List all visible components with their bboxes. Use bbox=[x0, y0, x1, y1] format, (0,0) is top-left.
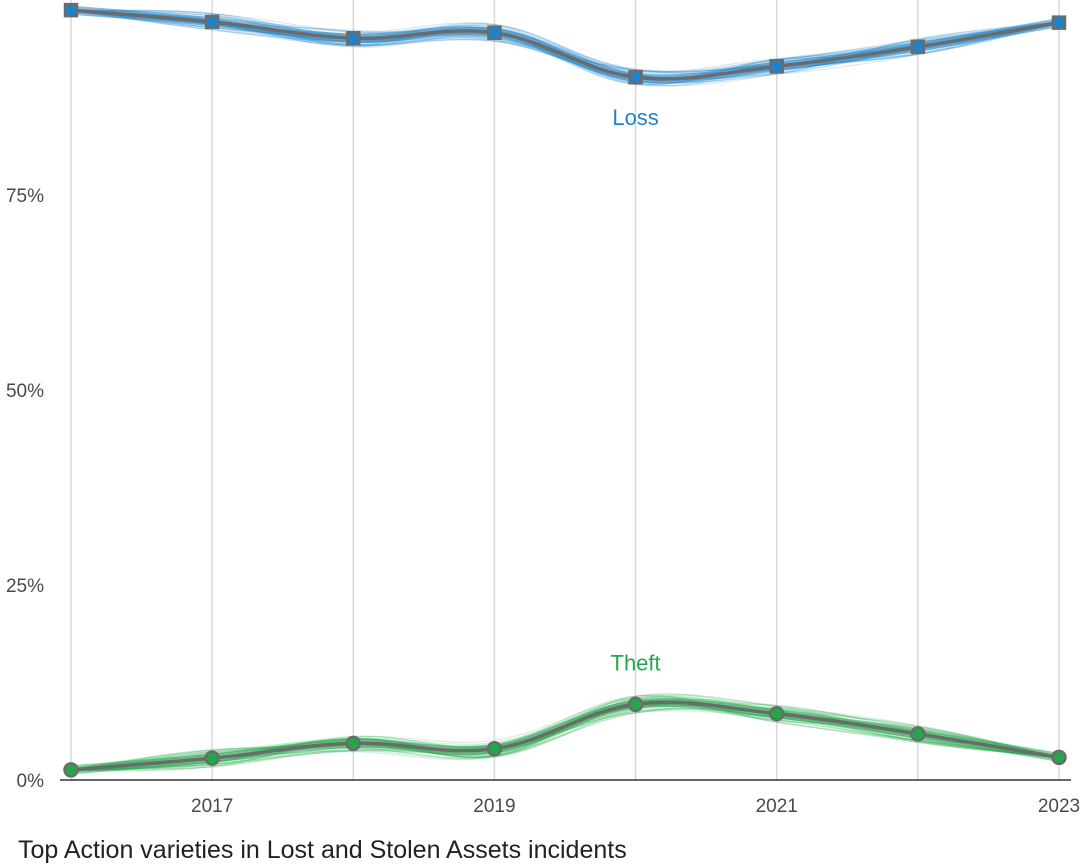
chart-title: Top Action varieties in Lost and Stolen … bbox=[18, 836, 627, 864]
data-point bbox=[910, 39, 926, 55]
series-line-loss bbox=[70, 8, 1060, 81]
data-point bbox=[345, 735, 362, 752]
data-point bbox=[627, 696, 644, 713]
data-point bbox=[769, 59, 784, 74]
uncertainty-line bbox=[70, 10, 1060, 73]
y-tick-label: 0% bbox=[17, 771, 45, 792]
y-tick-label: 50% bbox=[6, 381, 44, 402]
data-point bbox=[204, 14, 220, 30]
data-point bbox=[63, 2, 79, 18]
data-point bbox=[1051, 15, 1067, 30]
series-line-theft bbox=[70, 700, 1060, 772]
uncertainty-line bbox=[70, 700, 1060, 772]
y-tick-label: 25% bbox=[6, 576, 44, 597]
data-point bbox=[768, 705, 785, 722]
uncertainty-bands bbox=[66, 5, 1064, 775]
series-label-loss: Loss bbox=[612, 105, 658, 130]
series-label-theft: Theft bbox=[611, 650, 661, 675]
data-point bbox=[628, 69, 643, 85]
data-point bbox=[346, 30, 361, 46]
y-tick-label: 75% bbox=[6, 186, 44, 207]
data-point bbox=[63, 762, 79, 778]
data-point bbox=[910, 726, 926, 742]
x-axis-ticks: 2017 2019 2021 2023 bbox=[191, 796, 1080, 817]
series-lines bbox=[63, 2, 1067, 778]
data-point bbox=[487, 25, 502, 41]
x-tick-label: 2017 bbox=[191, 796, 233, 817]
x-tick-label: 2019 bbox=[473, 796, 515, 817]
data-point bbox=[1051, 749, 1067, 766]
uncertainty-line bbox=[70, 695, 1060, 771]
series-labels: Loss Theft bbox=[611, 105, 661, 675]
x-tick-label: 2021 bbox=[756, 796, 798, 817]
gridlines bbox=[70, 0, 1060, 780]
data-point bbox=[204, 750, 220, 766]
data-point bbox=[486, 741, 503, 757]
y-axis-ticks: 0% 25% 50% 75% bbox=[6, 186, 44, 792]
x-tick-label: 2023 bbox=[1038, 796, 1080, 817]
